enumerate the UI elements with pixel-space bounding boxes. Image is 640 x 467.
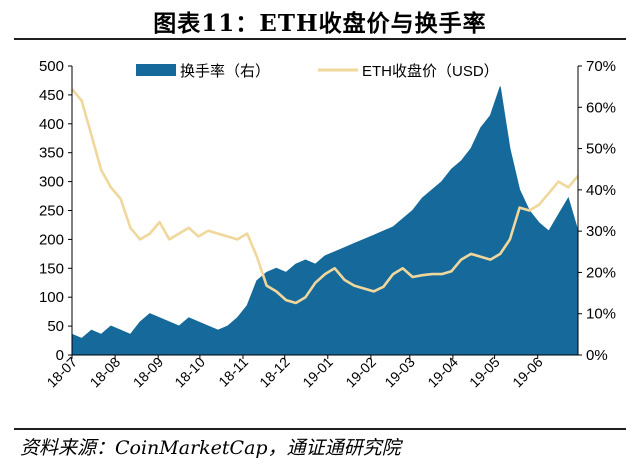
right-axis-tick-label: 70% [586, 58, 616, 75]
left-axis-tick-label: 400 [39, 116, 64, 133]
left-axis-tick-label: 250 [39, 203, 64, 220]
x-axis-tick-label: 18-08 [87, 354, 124, 391]
left-axis-tick-label: 200 [39, 231, 64, 248]
left-axis-tick-label: 450 [39, 87, 64, 104]
source-rule [14, 428, 626, 430]
left-axis-tick-label: 50 [47, 318, 64, 335]
title-rule [14, 38, 626, 40]
x-axis-tick-label: 19-01 [299, 354, 336, 391]
right-axis-tick-label: 30% [586, 223, 616, 240]
source-note: 资料来源：CoinMarketCap，通证通研究院 [20, 437, 401, 459]
left-axis-tick-label: 300 [39, 174, 64, 191]
price-line-layer [71, 88, 579, 305]
right-axis-tick-label: 40% [586, 182, 616, 199]
legend-label-price: ETH收盘价（USD） [362, 62, 499, 80]
turnover-area-layer [71, 86, 579, 356]
legend-swatch-turnover [136, 64, 176, 76]
x-axis-tick-label: 18-11 [215, 354, 251, 390]
right-axis-tick-label: 60% [586, 99, 616, 116]
left-axis-tick-label: 100 [39, 289, 64, 306]
x-axis-tick-label: 18-10 [171, 354, 208, 391]
left-axis-tick-label: 0 [56, 347, 64, 364]
x-axis-tick-label: 19-02 [342, 354, 379, 391]
right-axis-tick-label: 0% [586, 347, 608, 364]
left-axis-tick-label: 350 [39, 145, 64, 162]
left-axis-tick-label: 150 [39, 260, 64, 277]
right-axis-tick-label: 10% [586, 306, 616, 323]
right-axis-tick-label: 50% [586, 141, 616, 158]
price-line [71, 88, 579, 305]
x-axis-tick-label: 19-06 [509, 354, 546, 391]
right-axis-tick-label: 20% [586, 264, 616, 281]
chart-title: 图表11：ETH收盘价与换手率 [153, 10, 487, 37]
legend: 换手率（右） ETH收盘价（USD） [136, 62, 499, 80]
x-axis-tick-label: 19-03 [381, 354, 418, 391]
x-axis-tick-label: 19-05 [466, 354, 503, 391]
turnover-area [71, 86, 579, 356]
left-axis-tick-label: 500 [39, 58, 64, 75]
x-axis-tick-label: 18-09 [130, 354, 167, 391]
legend-label-turnover: 换手率（右） [180, 63, 270, 80]
x-axis-tick-label: 18-12 [256, 354, 293, 391]
x-axis-tick-label: 19-04 [424, 354, 461, 391]
